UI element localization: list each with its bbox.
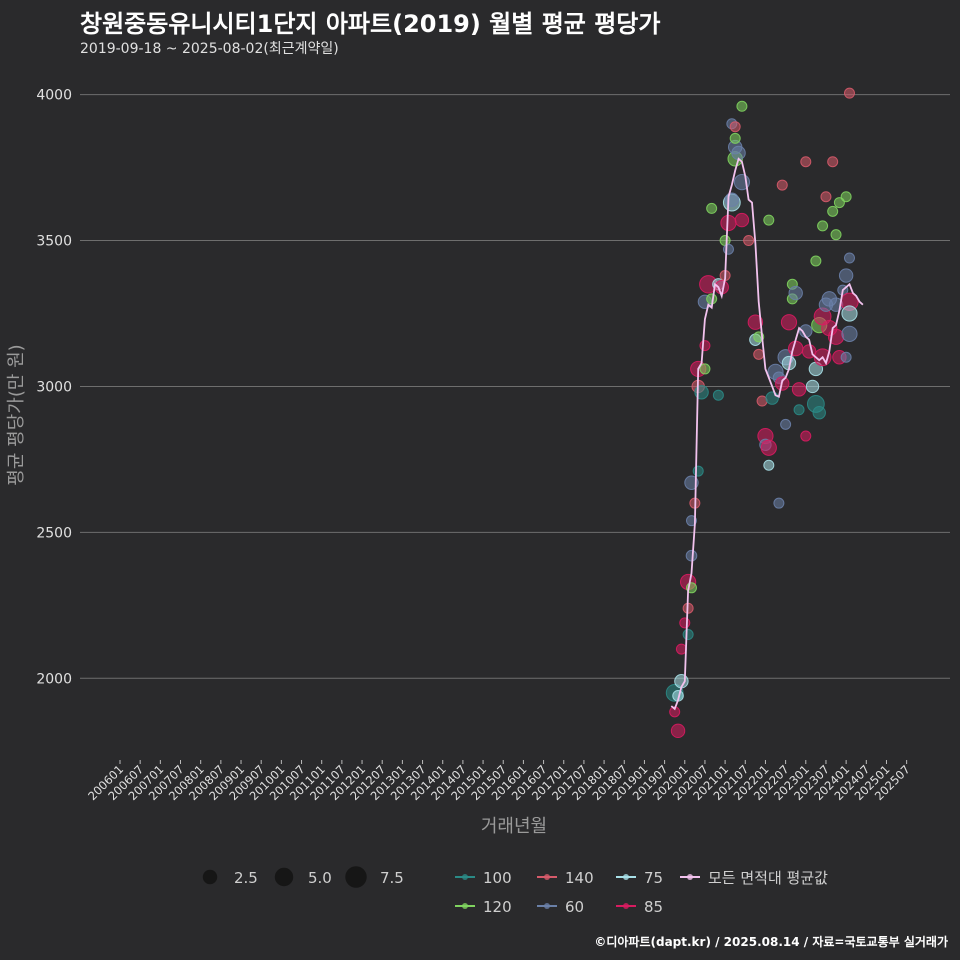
legend-label-0: 100 — [483, 869, 512, 887]
scatter-points — [665, 87, 859, 739]
point-60-95 — [838, 268, 854, 283]
point-85-51 — [760, 439, 777, 456]
point-85-68 — [791, 382, 807, 397]
point-60-61 — [780, 418, 792, 430]
point-120-37 — [729, 132, 741, 144]
legend-label-2: 75 — [644, 869, 663, 887]
y-axis-label: 평균 평당가(만 원) — [6, 344, 27, 485]
point-120-87 — [827, 205, 839, 217]
legend-dot-0 — [462, 874, 468, 880]
point-100-15 — [692, 465, 704, 477]
point-60-33 — [724, 192, 740, 207]
point-120-91 — [830, 229, 842, 241]
point-120-24 — [706, 202, 718, 214]
avg-line-path — [670, 157, 864, 711]
point-85-67 — [788, 340, 804, 357]
legend-label-5: 60 — [565, 898, 584, 916]
legend-label-1: 140 — [565, 869, 594, 887]
average-line — [670, 157, 864, 711]
x-axis-label: 거래년월 — [481, 816, 547, 837]
point-85-3 — [670, 723, 686, 739]
y-tick-3500: 3500 — [36, 234, 72, 250]
point-60-12 — [685, 515, 697, 527]
point-85-63 — [780, 314, 798, 331]
point-140-47 — [753, 348, 765, 360]
y-tick-3000: 3000 — [36, 379, 72, 395]
point-100-9 — [682, 629, 694, 641]
legend-dot-5 — [544, 903, 550, 909]
point-140-70 — [800, 156, 812, 168]
point-140-57 — [776, 179, 788, 191]
legend-dot-4 — [462, 903, 468, 909]
point-85-20 — [699, 340, 711, 352]
point-85-42 — [734, 212, 750, 228]
point-75-52 — [763, 459, 775, 471]
legend-dot-3 — [687, 874, 693, 880]
point-85-72 — [800, 430, 812, 442]
legend-size-label-2: 7.5 — [380, 869, 404, 887]
point-140-83 — [820, 191, 832, 203]
point-140-101 — [843, 87, 855, 99]
point-100-54 — [765, 391, 779, 405]
point-120-82 — [817, 220, 829, 232]
legend-size-label-1: 5.0 — [308, 869, 332, 887]
legend-label-4: 120 — [483, 898, 512, 916]
source-caption: ©디아파트(dapt.kr) / 2025.08.14 / 자료=국토교통부 실… — [594, 935, 948, 949]
point-60-100 — [843, 252, 855, 264]
point-120-96 — [840, 191, 852, 203]
x-tick-labels: 2006012006072007012007072008012008072009… — [85, 760, 913, 803]
chart-title: 창원중동유니시티1단지 아파트(2019) 월별 평균 평당가 — [80, 10, 661, 38]
point-120-19 — [699, 363, 711, 375]
point-120-41 — [736, 100, 748, 112]
point-60-11 — [685, 549, 698, 562]
point-100-69 — [793, 404, 805, 416]
y-tick-4000: 4000 — [36, 88, 72, 104]
y-gridlines — [80, 94, 950, 679]
point-120-77 — [810, 255, 822, 267]
legend-size-dot-2 — [345, 866, 367, 888]
legend-size-dot-1 — [274, 867, 294, 887]
legend-size: 2.5 5.0 7.5 — [202, 866, 404, 888]
point-75-98 — [841, 305, 858, 322]
legend-label-6: 85 — [644, 898, 663, 916]
point-120-53 — [763, 214, 775, 226]
point-140-88 — [827, 156, 839, 168]
legend-dot-1 — [544, 874, 550, 880]
point-140-38 — [729, 121, 741, 133]
point-60-99 — [841, 325, 858, 343]
point-85-44 — [747, 314, 764, 330]
legend-color: 100 140 75 모든 면적대 평균값 120 60 85 — [455, 869, 828, 916]
point-60-56 — [773, 497, 785, 509]
point-140-43 — [743, 235, 755, 247]
y-tick-2000: 2000 — [36, 671, 72, 687]
y-tick-2500: 2500 — [36, 525, 72, 541]
legend-size-label-0: 2.5 — [234, 869, 258, 887]
point-85-6 — [679, 617, 691, 629]
point-60-30 — [722, 243, 734, 255]
chart-subtitle: 2019-09-18 ~ 2025-08-02(최근계약일) — [80, 41, 339, 57]
legend-label-3: 모든 면적대 평균값 — [708, 869, 828, 887]
point-85-5 — [675, 643, 687, 655]
point-100-25 — [712, 389, 724, 401]
point-60-102 — [840, 351, 852, 363]
legend-size-dot-0 — [202, 869, 218, 885]
y-tick-labels: 2000 2500 3000 3500 4000 — [36, 88, 72, 688]
point-75-74 — [805, 379, 820, 394]
point-100-79 — [812, 406, 826, 420]
legend-dot-2 — [623, 874, 629, 880]
legend-dot-6 — [623, 903, 629, 909]
point-60-66 — [788, 285, 803, 301]
